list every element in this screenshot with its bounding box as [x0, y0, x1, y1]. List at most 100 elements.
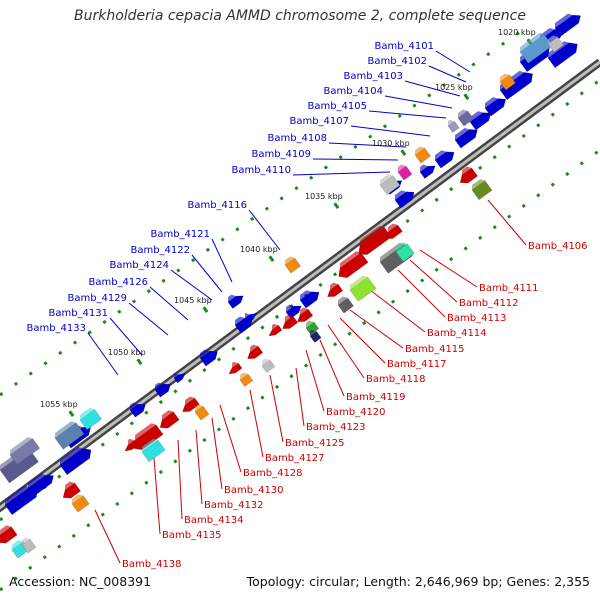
reverse-feature-block	[261, 358, 276, 373]
reverse-gene-arrow	[0, 525, 18, 544]
ruler-label: 1020 kbp	[498, 28, 536, 37]
leader-line	[397, 269, 446, 318]
forward-gene-arrow	[59, 447, 92, 476]
reverse-gene-arrow	[182, 396, 200, 413]
forward-gene-arrow	[129, 402, 146, 418]
gene-label-forward: Bamb_4105	[307, 101, 367, 112]
forward-feature-block	[284, 256, 301, 274]
gene-label-forward: Bamb_4121	[150, 229, 210, 240]
gene-label-forward: Bamb_4129	[67, 293, 127, 304]
forward-gene-arrow	[554, 13, 581, 37]
reverse-gene-arrow	[327, 282, 344, 298]
ruler-label: 1055 kbp	[40, 400, 78, 409]
leader-line	[487, 199, 527, 246]
genome-summary-text: Topology: circular; Length: 2,646,969 bp…	[246, 574, 590, 589]
ruler-tick	[202, 306, 209, 314]
leader-line	[312, 158, 399, 161]
ruler-tick	[68, 410, 75, 418]
forward-feature-block	[9, 437, 41, 466]
gene-label-reverse: Bamb_4120	[326, 407, 386, 418]
gene-label-forward: Bamb_4101	[374, 41, 434, 52]
forward-feature-block	[447, 119, 460, 133]
leader-line	[319, 339, 345, 397]
forward-gene-arrow	[434, 150, 455, 169]
gene-label-forward: Bamb_4103	[343, 71, 403, 82]
gene-label-reverse: Bamb_4132	[204, 500, 264, 511]
ruler-tick	[400, 149, 407, 157]
leader-line	[350, 125, 431, 137]
leader-line	[128, 302, 169, 336]
reverse-feature-block	[395, 242, 415, 263]
forward-gene-arrow	[454, 127, 478, 149]
leader-line	[248, 209, 281, 251]
leader-line	[153, 457, 161, 535]
leader-line	[149, 286, 189, 321]
reverse-feature-block	[21, 537, 37, 554]
reverse-gene-arrow	[459, 166, 478, 184]
leader-line	[368, 110, 447, 119]
leader-line	[94, 509, 121, 564]
chromosome-backbone	[0, 58, 600, 513]
reverse-gene-arrow	[282, 314, 299, 330]
gene-features	[0, 13, 581, 559]
gene-label-reverse: Bamb_4125	[285, 438, 345, 449]
gene-label-reverse: Bamb_4115	[405, 344, 465, 355]
leader-line	[295, 367, 305, 427]
leader-line	[177, 439, 183, 520]
reverse-feature-block	[194, 404, 210, 421]
ruler-label: 1040 kbp	[240, 245, 278, 254]
leader-line	[269, 374, 284, 443]
ruler-label: 1030 kbp	[372, 139, 410, 148]
gene-label-forward: Bamb_4102	[367, 56, 427, 67]
forward-gene-arrow	[154, 382, 171, 398]
forward-feature-block	[547, 35, 564, 53]
forward-gene-arrow	[299, 290, 320, 309]
forward-gene-arrow	[173, 373, 186, 384]
leader-line	[369, 289, 426, 333]
gene-label-forward: Bamb_4133	[26, 323, 86, 334]
gene-label-reverse: Bamb_4117	[387, 359, 447, 370]
leader-line	[170, 269, 213, 301]
ruler-label: 1025 kbp	[435, 83, 473, 92]
leader-line	[292, 171, 391, 176]
reverse-gene-arrow	[385, 223, 403, 240]
reverse-gene-arrow	[358, 225, 392, 255]
forward-feature-block	[54, 421, 85, 450]
ruler-label: 1045 kbp	[174, 296, 212, 305]
leader-line	[428, 65, 467, 83]
gene-label-forward: Bamb_4109	[251, 149, 311, 160]
gene-label-reverse: Bamb_4135	[162, 530, 222, 541]
forward-feature-block	[499, 73, 516, 91]
leader-line	[249, 389, 264, 458]
gene-label-forward: Bamb_4116	[187, 200, 247, 211]
gene-label-forward: Bamb_4108	[267, 133, 327, 144]
gene-label-forward: Bamb_4124	[109, 260, 169, 271]
ruler-tick	[333, 202, 340, 210]
forward-gene-arrow	[394, 190, 415, 209]
forward-gene-arrow	[547, 41, 578, 69]
gene-label-forward: Bamb_4107	[289, 116, 349, 127]
reverse-feature-block	[141, 438, 166, 463]
reverse-gene-arrow	[338, 251, 369, 278]
gene-label-reverse: Bamb_4127	[265, 453, 325, 464]
gene-label-reverse: Bamb_4113	[447, 313, 507, 324]
leader-line	[384, 95, 453, 109]
forward-feature-block	[379, 174, 401, 196]
gene-label-forward: Bamb_4122	[130, 245, 190, 256]
gene-labels: Bamb_4101 Bamb_4102 Bamb_4103 Bamb_4104 Bamb…	[26, 41, 587, 570]
gene-label-forward: Bamb_4110	[231, 165, 291, 176]
reverse-gene-arrow	[124, 438, 139, 452]
reverse-feature-block	[337, 296, 354, 314]
leader-line	[87, 332, 119, 376]
gene-label-forward: Bamb_4126	[88, 277, 148, 288]
reverse-gene-arrow	[228, 361, 243, 375]
reverse-gene-arrow	[297, 307, 314, 323]
reverse-feature-block	[471, 179, 493, 201]
reverse-gene-arrow	[62, 481, 81, 499]
leader-line	[328, 142, 406, 148]
forward-gene-arrow	[199, 349, 218, 367]
ruler: 1020 kbp 1025 kbp 1030 kbp 1035 kbp 1040 kbp…	[40, 28, 536, 418]
leader-line	[211, 417, 223, 490]
map-title: Burkholderia cepacia AMMD chromosome 2, …	[74, 8, 526, 24]
